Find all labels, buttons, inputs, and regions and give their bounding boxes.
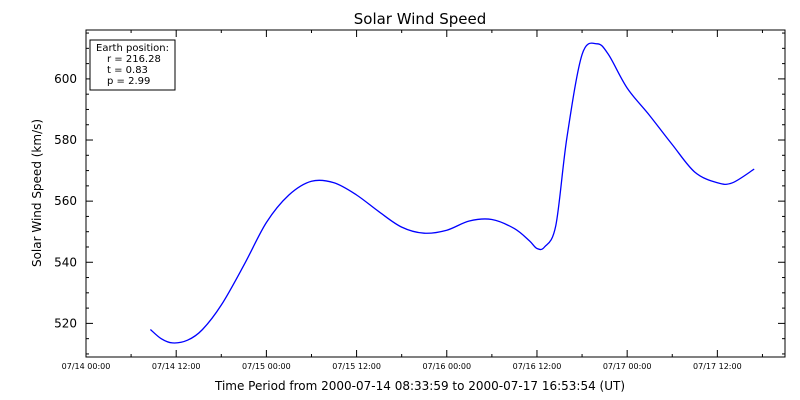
legend-p: p = 2.99 — [107, 76, 150, 87]
x-tick-label: 07/14 00:00 — [62, 362, 111, 371]
y-axis-label: Solar Wind Speed (km/s) — [30, 119, 44, 267]
x-tick-label: 07/15 00:00 — [242, 362, 291, 371]
x-tick-label: 07/15 12:00 — [332, 362, 381, 371]
x-axis-label: Time Period from 2000-07-14 08:33:59 to … — [214, 379, 625, 393]
x-tick-label: 07/16 00:00 — [422, 362, 471, 371]
y-tick-label: 540 — [54, 255, 77, 269]
chart-title: Solar Wind Speed — [354, 10, 486, 28]
y-tick-label: 600 — [54, 72, 77, 86]
x-tick-label: 07/14 12:00 — [152, 362, 201, 371]
y-tick-label: 560 — [54, 194, 77, 208]
legend-heading: Earth position: — [96, 43, 169, 54]
series-line-solar-wind-speed — [149, 42, 755, 344]
legend-t: t = 0.83 — [107, 65, 148, 76]
y-tick-label: 580 — [54, 133, 77, 147]
y-axis: 520 540 560 580 600 — [54, 32, 785, 355]
earth-position-legend: Earth position: r = 216.28 t = 0.83 p = … — [89, 39, 176, 91]
x-tick-label: 07/17 00:00 — [603, 362, 652, 371]
x-tick-label: 07/17 12:00 — [693, 362, 742, 371]
x-axis: 07/14 00:00 07/14 12:00 07/15 00:00 07/15 1… — [62, 30, 763, 371]
x-tick-label: 07/16 12:00 — [513, 362, 562, 371]
plot-frame — [85, 29, 786, 358]
y-tick-label: 520 — [54, 316, 77, 330]
legend-box — [89, 39, 176, 91]
legend-r: r = 216.28 — [107, 54, 161, 65]
